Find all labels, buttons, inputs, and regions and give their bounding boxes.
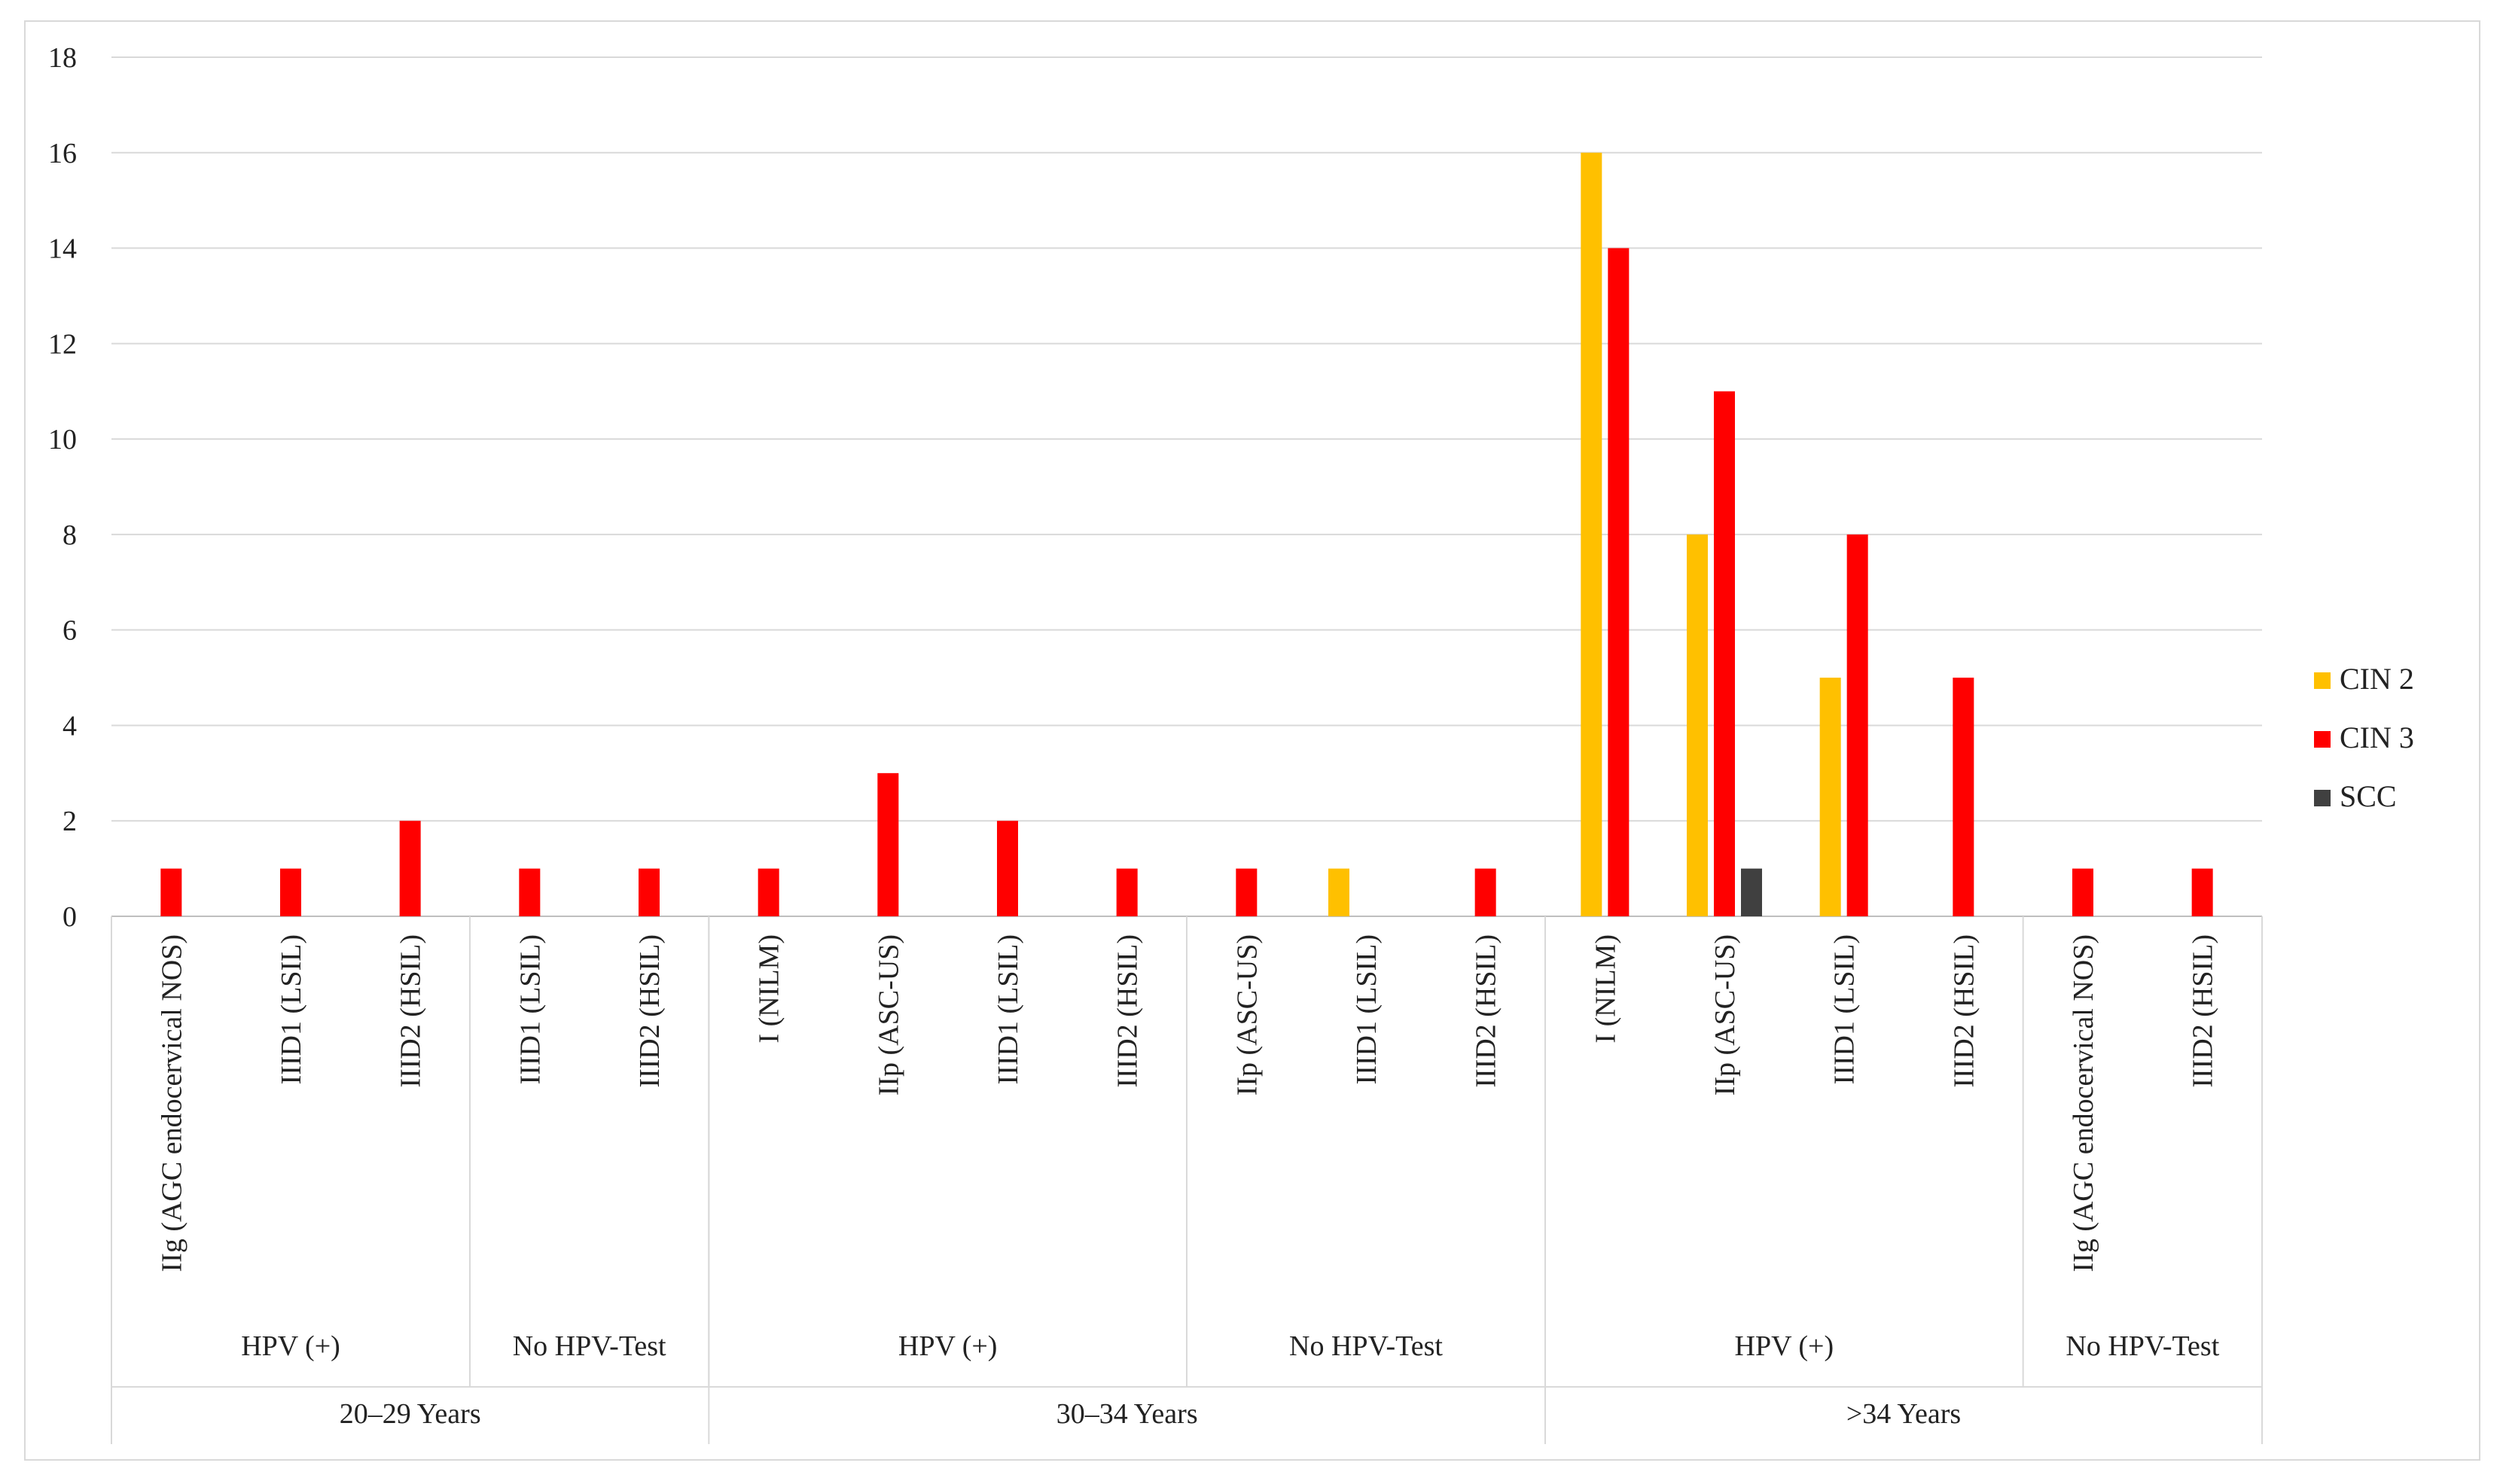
y-tick-label: 12: [48, 328, 77, 360]
x-category-label: I (NILM): [1590, 934, 1621, 1044]
y-tick-label: 10: [48, 424, 77, 456]
x-category-label: IIID1 (LSIL): [1351, 934, 1383, 1084]
bar-cin-3: [160, 868, 182, 916]
bar-cin-3: [1236, 868, 1258, 916]
x-category-label: I (NILM): [754, 934, 785, 1044]
x-axis: IIg (AGC endocervical NOS) IIID1 (LSIL) II…: [111, 916, 2263, 1444]
bar-cin-3: [1953, 678, 1974, 916]
bar-cin-3: [519, 868, 541, 916]
x-category-label: IIID2 (HSIL): [395, 934, 427, 1088]
x-category-label: IIID2 (HSIL): [2188, 934, 2219, 1088]
bars: [160, 152, 2213, 916]
x-subgroup-label: No HPV-Test: [1289, 1330, 1443, 1362]
x-group-label: >34 Years: [1846, 1398, 1961, 1430]
legend-swatch: [2314, 790, 2331, 806]
legend-swatch: [2314, 731, 2331, 748]
bar-cin-3: [1714, 391, 1735, 916]
bar-cin-3: [280, 868, 301, 916]
x-category-label: IIID1 (LSIL): [1829, 934, 1861, 1084]
x-category-label: IIg (AGC endocervical NOS): [2068, 934, 2099, 1272]
x-subgroup-label: No HPV-Test: [2066, 1330, 2219, 1362]
bar-cin-3: [1846, 534, 1868, 916]
bar-cin-3: [399, 821, 421, 916]
bar-cin-3: [2072, 868, 2093, 916]
x-subgroup-label: HPV (+): [898, 1330, 998, 1362]
x-category-label: IIg (AGC endocervical NOS): [156, 934, 188, 1272]
y-tick-label: 4: [62, 710, 77, 742]
legend-swatch: [2314, 672, 2331, 689]
y-tick-label: 14: [48, 233, 77, 265]
bar-cin-2: [1687, 534, 1708, 916]
y-tick-label: 6: [62, 615, 77, 647]
y-tick-label: 16: [48, 138, 77, 169]
x-category-label: IIID2 (HSIL): [1948, 934, 1980, 1088]
y-tick-label: 0: [62, 901, 77, 933]
chart-frame: [24, 20, 2480, 1461]
x-group-label: 30–34 Years: [1056, 1398, 1198, 1430]
bar-cin-3: [1608, 248, 1630, 916]
y-tick-label: 2: [62, 806, 77, 837]
x-category-label: IIp (ASC-US): [1231, 934, 1263, 1095]
x-category-label: IIp (ASC-US): [1709, 934, 1741, 1095]
x-category-label: IIID1 (LSIL): [514, 934, 546, 1084]
x-category-label: IIID2 (HSIL): [634, 934, 666, 1088]
legend-label: CIN 2: [2340, 662, 2414, 696]
x-category-label: IIID1 (LSIL): [276, 934, 307, 1084]
bar-cin-3: [639, 868, 660, 916]
bar-scc: [1741, 868, 1762, 916]
bar-cin-3: [877, 772, 899, 916]
bar-cin-2: [1581, 152, 1602, 916]
x-subgroup-label: HPV (+): [241, 1330, 340, 1362]
bar-cin-3: [1116, 868, 1138, 916]
y-axis-tick-labels: 0 2 4 6 8 10 12 14 16 18: [48, 42, 77, 933]
bar-cin-3: [2191, 868, 2213, 916]
x-category-label: IIp (ASC-US): [873, 934, 904, 1095]
gridlines: [111, 56, 2262, 917]
x-subgroup-label: No HPV-Test: [513, 1330, 666, 1362]
x-category-label: IIID2 (HSIL): [1112, 934, 1144, 1088]
x-subgroup-label: HPV (+): [1735, 1330, 1834, 1362]
y-tick-label: 8: [62, 520, 77, 551]
bar-cin-2: [1819, 678, 1841, 916]
legend-label: SCC: [2340, 779, 2397, 813]
bar-cin-2: [1328, 868, 1349, 916]
legend: CIN 2 CIN 3 SCC: [2314, 662, 2414, 813]
bar-cin-3: [758, 868, 779, 916]
bar-cin-3: [1474, 868, 1496, 916]
y-tick-label: 18: [48, 42, 77, 74]
legend-label: CIN 3: [2340, 721, 2414, 754]
x-category-label: IIID2 (HSIL): [1471, 934, 1502, 1088]
x-group-label: 20–29 Years: [340, 1398, 481, 1430]
bar-cin-3: [997, 821, 1018, 916]
x-category-label: IIID1 (LSIL): [992, 934, 1024, 1084]
